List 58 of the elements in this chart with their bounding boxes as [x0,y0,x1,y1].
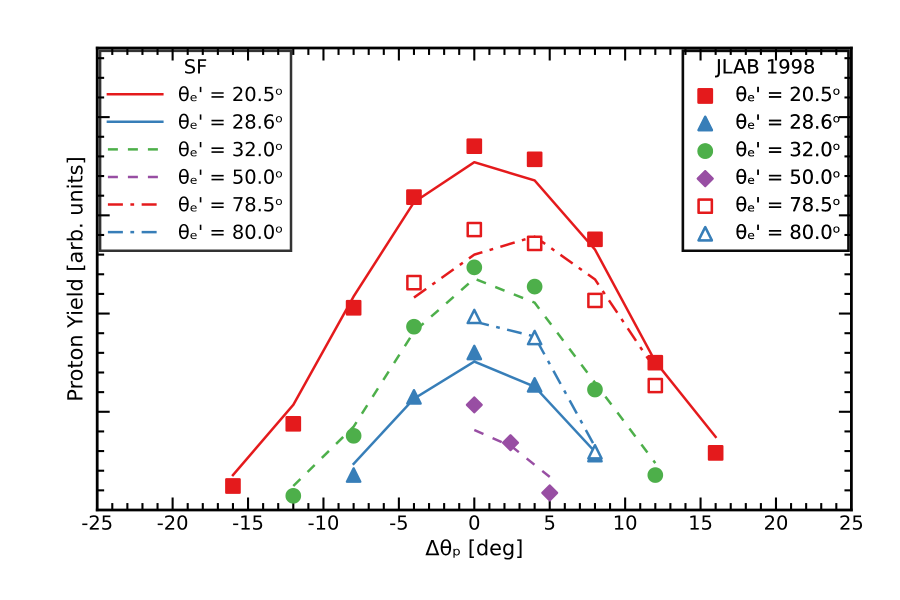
text: SF [185,59,206,74]
point [587,232,603,248]
point [285,416,302,432]
point [708,445,724,461]
x-tick-label: 15 [690,515,712,530]
x-tick-label: -25 [82,515,112,530]
y-axis-title: Proton Yield [arb. units] [66,158,86,400]
x-tick-label: 10 [614,515,636,530]
x-tick-label: -5 [390,515,407,530]
point [466,308,482,324]
point [541,484,558,502]
legend-label: θₑ' = 32.0ᵒ [178,141,282,156]
x-tick-label: -10 [308,515,338,530]
legend-label: θₑ' = 28.6ᵒ [736,114,840,129]
point [406,189,422,205]
point [406,389,422,405]
point [466,260,482,276]
x-tick-label: 20 [765,515,788,530]
x-tick-label: -20 [158,515,188,530]
point [285,488,302,504]
legend-label: θₑ' = 28.6ᵒ [178,114,282,129]
point [346,467,362,483]
point [466,222,482,238]
point [526,278,542,294]
point [647,467,664,483]
legend-label: θₑ' = 80.0ᵒ [178,224,282,240]
point [406,274,422,290]
point [647,354,664,371]
legend-label: θₑ' = 32.0ᵒ [736,141,840,156]
point [587,444,603,460]
point [526,330,542,346]
legend-label: θₑ' = 50.0ᵒ [178,168,282,184]
text: JLAB 1998 [715,59,814,78]
point [466,396,483,414]
point [346,300,362,316]
point [587,382,603,398]
legend-label: θₑ' = 78.5ᵒ [178,196,282,212]
point [466,344,482,360]
point [406,318,422,334]
point [587,292,603,308]
point [466,138,482,154]
legend-label: θₑ' = 50.0ᵒ [736,168,840,184]
x-tick-label: 25 [840,515,862,530]
point [526,151,542,168]
point [346,428,362,444]
legend-label: θₑ' = 78.5ᵒ [736,196,840,212]
legend-label: θₑ' = 20.5ᵒ [736,86,840,102]
point [526,377,542,393]
legend-label: θₑ' = 80.0ᵒ [736,224,840,240]
x-axis-title: Δθₚ [deg] [425,539,522,560]
x-tick-label: -15 [233,515,262,530]
legend-label: θₑ' = 20.5ᵒ [178,86,282,102]
x-tick-label: 5 [545,515,554,530]
point [647,378,664,394]
x-tick-label: 0 [469,515,480,530]
point [526,236,542,252]
point [225,478,241,494]
point [502,434,520,452]
